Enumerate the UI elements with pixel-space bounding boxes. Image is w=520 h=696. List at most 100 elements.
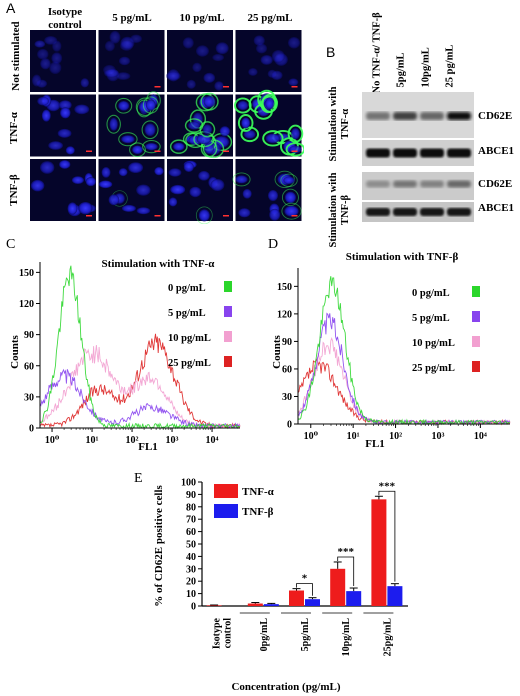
blot-band-1-1 xyxy=(393,148,417,158)
panel-a-micrographs xyxy=(30,30,304,224)
c-plot-legend-label-3: 25 pg/mL xyxy=(168,358,211,369)
e-ytick-70: 70 xyxy=(186,515,196,526)
c-plot-series-5-pg-mL xyxy=(39,368,241,430)
d-plot-ytick-90: 90 xyxy=(282,337,292,348)
panel-a-col-label-2: 10 pg/mL xyxy=(179,12,225,24)
panel-a-row-label-2: TNF-β xyxy=(8,174,20,206)
e-ytick-30: 30 xyxy=(186,564,196,575)
blot-strip-0 xyxy=(362,92,474,138)
panel-a-letter: A xyxy=(6,0,16,16)
c-plot-ytick-60: 60 xyxy=(24,361,34,372)
c-plot-ytick-90: 90 xyxy=(24,330,34,341)
d-plot-legend-swatch-2 xyxy=(472,336,480,347)
d-plot-legend-swatch-0 xyxy=(472,286,480,297)
micrograph-r2-c1 xyxy=(98,159,165,221)
panel-e-ylabel: % of CD62E positive cells xyxy=(153,484,165,606)
panel-c-letter: C xyxy=(6,237,15,252)
d-plot-ytick-120: 120 xyxy=(277,309,292,320)
c-plot-legend-swatch-2 xyxy=(224,331,232,342)
d-plot-ytick-60: 60 xyxy=(282,364,292,375)
micrograph-r2-c2 xyxy=(167,159,233,224)
c-plot-legend-label-2: 10 pg/mL xyxy=(168,333,211,344)
e-significance-1: *** xyxy=(337,546,354,558)
panel-e-xlabel: Concentration (pg/mL) xyxy=(231,681,340,693)
panel-b-band-label-3: ABCE1 xyxy=(478,202,515,214)
blot-band-1-2 xyxy=(420,148,444,158)
c-plot-legend-swatch-3 xyxy=(224,356,232,367)
panel-b-band-label-1: ABCE1 xyxy=(478,145,515,157)
panel-a-col-label-1: 5 pg/mL xyxy=(112,12,152,24)
e-ytick-60: 60 xyxy=(186,527,196,538)
e-significance-2: *** xyxy=(379,480,396,492)
e-category-label-1: 0pg/mL xyxy=(259,618,270,652)
d-plot-legend-label-3: 25 pg/mL xyxy=(412,363,455,374)
c-plot-series-0-pg-mL xyxy=(39,265,241,430)
d-plot-ytick-150: 150 xyxy=(277,282,292,293)
d-plot-legend-swatch-1 xyxy=(472,311,480,322)
micrograph-r1-c2 xyxy=(167,92,233,159)
e-bar-1-1 xyxy=(263,604,279,606)
blot-band-0-2 xyxy=(420,112,444,120)
panel-c-xlabel: FL1 xyxy=(138,441,158,453)
e-ytick-90: 90 xyxy=(186,490,196,501)
d-plot-xtick-4: 10⁴ xyxy=(474,431,487,442)
blot-band-0-0 xyxy=(366,112,390,120)
blot-band-2-2 xyxy=(420,180,444,188)
blot-band-0-3 xyxy=(447,112,471,120)
e-ytick-20: 20 xyxy=(186,577,196,588)
d-plot-ytick-30: 30 xyxy=(282,392,292,403)
e-ytick-50: 50 xyxy=(186,540,196,551)
panel-d-histogram: D Stimulation with TNF-β Counts FL1 0 30 6… xyxy=(268,237,511,450)
panel-a-row-label-0: Not stimulated xyxy=(10,21,22,91)
e-bar-0-2 xyxy=(289,590,304,606)
c-plot-legend-swatch-0 xyxy=(224,281,232,292)
c-plot-xtick-1: 10¹ xyxy=(86,435,99,446)
micrograph-r1-c1 xyxy=(98,91,165,158)
micrograph-r0-c0 xyxy=(30,30,96,92)
c-plot-xtick-0: 10⁰ xyxy=(45,435,60,446)
blot-band-3-2 xyxy=(420,208,444,216)
panel-d-letter: D xyxy=(268,237,278,252)
c-plot-xtick-3: 10³ xyxy=(166,435,179,446)
e-ytick-80: 80 xyxy=(186,502,196,513)
panel-b-lane-label-3: 25 pg/mL xyxy=(444,44,456,88)
panel-c-histogram: C Stimulation with TNF-α Counts FL1 0 30 6… xyxy=(6,237,241,453)
panel-d-xlabel: FL1 xyxy=(365,438,385,450)
blot-band-2-3 xyxy=(447,180,471,188)
e-bar-1-4 xyxy=(387,586,403,606)
blot-band-1-0 xyxy=(366,148,390,158)
e-bar-0-4 xyxy=(371,499,387,606)
e-ytick-40: 40 xyxy=(186,552,196,563)
d-plot-xtick-0: 10⁰ xyxy=(304,431,319,442)
panel-c-ylabel: Counts xyxy=(9,334,21,368)
blot-strip-1 xyxy=(362,140,474,166)
panel-b-letter: B xyxy=(326,44,336,60)
d-plot-xtick-2: 10² xyxy=(389,431,402,442)
panel-d-title: Stimulation with TNF-β xyxy=(346,251,459,263)
panel-b-band-label-2: CD62E xyxy=(478,178,513,190)
e-ytick-10: 10 xyxy=(186,589,196,600)
panel-a-col-label-0: Isotype control xyxy=(47,6,83,31)
blot-band-0-1 xyxy=(393,112,417,120)
d-plot-legend-label-1: 5 pg/mL xyxy=(412,313,450,324)
e-significance-0: * xyxy=(302,573,308,585)
c-plot-legend-label-0: 0 pg/mL xyxy=(168,283,206,294)
blot-strip-2 xyxy=(362,172,474,200)
panel-b-band-label-0: CD62E xyxy=(478,110,513,122)
e-bar-0-3 xyxy=(330,568,346,606)
panel-e-letter: E xyxy=(134,471,143,486)
panel-a-col-label-3: 25 pg/mL xyxy=(247,12,293,24)
e-legend-swatch-0 xyxy=(214,484,238,498)
d-plot-legend-swatch-3 xyxy=(472,361,480,372)
blot-band-1-3 xyxy=(447,148,471,158)
d-plot-xtick-1: 10¹ xyxy=(347,431,360,442)
panel-b-lane-label-1: 5pg/mL xyxy=(395,52,407,88)
blot-band-3-0 xyxy=(366,208,390,216)
e-category-label-2: 5pg/mL xyxy=(300,618,311,652)
micrograph-r2-c0 xyxy=(30,159,96,221)
micrograph-r0-c1 xyxy=(98,30,165,92)
e-ytick-100: 100 xyxy=(181,478,196,489)
blot-band-3-3 xyxy=(447,208,471,216)
e-category-label-0: Isotypecontrol xyxy=(212,617,234,649)
panel-b-lane-label-0: No TNF-α/ TNF-β xyxy=(371,12,383,94)
